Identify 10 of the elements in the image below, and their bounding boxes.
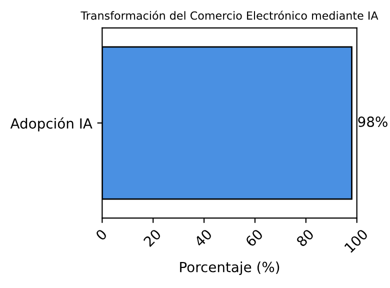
- chart-title: Transformación del Comercio Electrónico mediante IA: [80, 10, 378, 20]
- x-tick-label: 0: [95, 228, 108, 241]
- x-axis-title: Porcentaje (%): [180, 262, 280, 275]
- x-tick-label: 80: [296, 228, 314, 248]
- x-tick-label: 100: [344, 228, 368, 254]
- x-tick-label: 60: [244, 228, 264, 248]
- y-tick-label: Adopción IA: [10, 117, 92, 132]
- x-tick-label: 20: [143, 228, 162, 248]
- x-tick-label: 40: [194, 228, 212, 248]
- data-label: 98%: [358, 116, 388, 128]
